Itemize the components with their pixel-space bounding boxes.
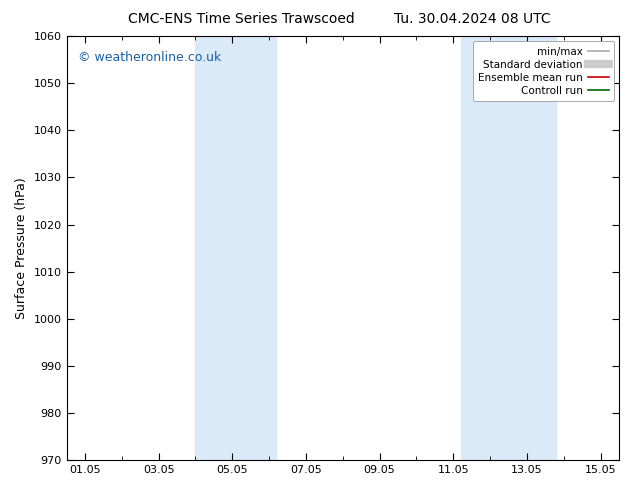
Legend: min/max, Standard deviation, Ensemble mean run, Controll run: min/max, Standard deviation, Ensemble me… xyxy=(472,41,614,101)
Text: CMC-ENS Time Series Trawscoed: CMC-ENS Time Series Trawscoed xyxy=(127,12,354,26)
Text: Tu. 30.04.2024 08 UTC: Tu. 30.04.2024 08 UTC xyxy=(394,12,551,26)
Text: © weatheronline.co.uk: © weatheronline.co.uk xyxy=(77,51,221,64)
Bar xyxy=(195,36,276,460)
Y-axis label: Surface Pressure (hPa): Surface Pressure (hPa) xyxy=(15,177,28,319)
Bar xyxy=(461,36,557,460)
